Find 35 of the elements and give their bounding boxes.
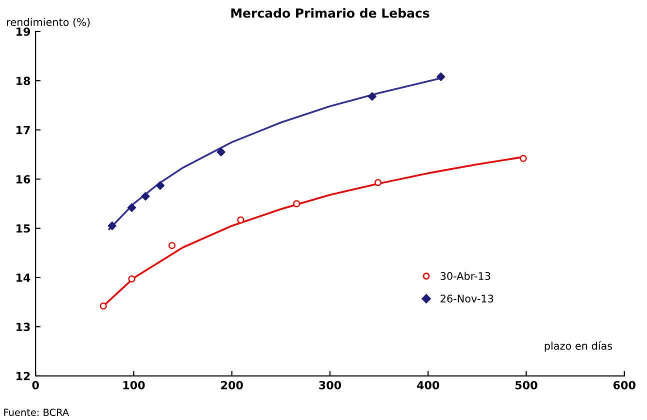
point <box>216 148 226 156</box>
point <box>156 181 165 190</box>
x-tick-label: 500 <box>515 380 538 390</box>
x-tick-label: 200 <box>221 380 243 390</box>
y-tick-label: 17 <box>16 126 30 134</box>
point <box>436 72 446 82</box>
x-tick-label: 300 <box>319 380 342 390</box>
source-note: Fuente: BCRA <box>4 408 69 416</box>
x-tick-label: 0 <box>32 380 39 390</box>
point <box>108 222 116 230</box>
x-tick-label: 600 <box>613 380 636 390</box>
point <box>128 275 136 283</box>
point <box>237 216 244 224</box>
point <box>520 154 527 162</box>
x-tick-label: 400 <box>417 380 440 390</box>
point <box>374 178 382 186</box>
y-tick-label: 19 <box>16 27 30 36</box>
y-axis-title: rendimiento (%) <box>7 18 90 28</box>
chart-title: Mercado Primario de Lebacs <box>231 8 430 18</box>
y-tick-label: 12 <box>16 372 30 380</box>
x-tick-label: 100 <box>123 380 145 390</box>
point <box>141 192 150 201</box>
y-tick-label: 13 <box>16 322 30 332</box>
y-tick-label: 15 <box>16 224 30 233</box>
point <box>168 242 176 250</box>
y-tick-label: 18 <box>16 76 30 86</box>
point <box>100 302 107 310</box>
legend-label: 26-Nov-13 <box>440 294 494 303</box>
legend-label: 30-Abr-13 <box>440 272 490 280</box>
point <box>293 200 300 208</box>
y-tick-label: 16 <box>16 175 30 184</box>
y-tick-label: 14 <box>16 274 30 282</box>
point <box>127 203 136 212</box>
x-axis-title: plazo en días <box>544 341 612 352</box>
point <box>368 92 376 101</box>
